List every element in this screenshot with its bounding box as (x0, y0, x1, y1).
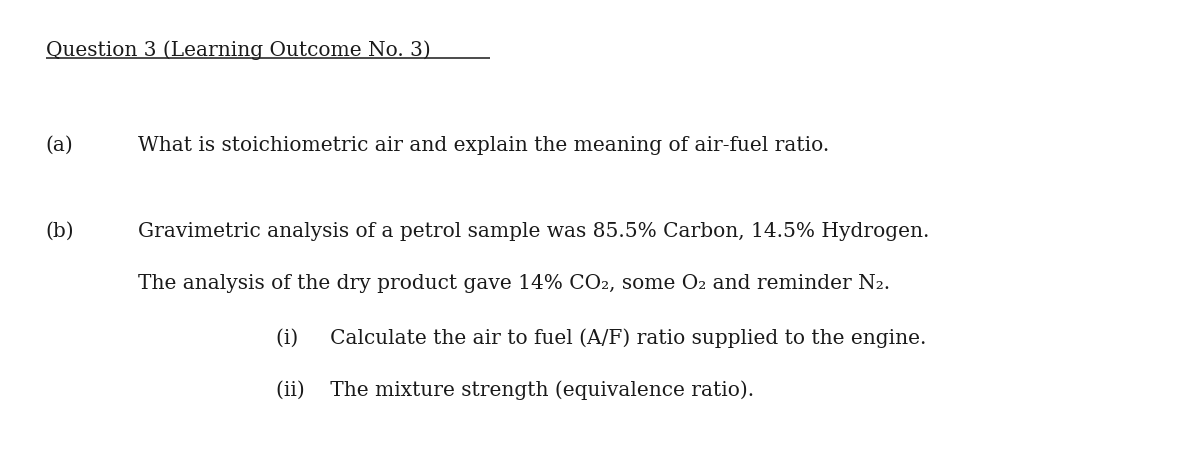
Text: The analysis of the dry product gave 14% CO₂, some O₂ and reminder N₂.: The analysis of the dry product gave 14%… (138, 274, 890, 293)
Text: Gravimetric analysis of a petrol sample was 85.5% Carbon, 14.5% Hydrogen.: Gravimetric analysis of a petrol sample … (138, 222, 929, 241)
Text: (i)     Calculate the air to fuel (A/F) ratio supplied to the engine.: (i) Calculate the air to fuel (A/F) rati… (276, 328, 926, 348)
Text: (ii)    The mixture strength (equivalence ratio).: (ii) The mixture strength (equivalence r… (276, 381, 754, 400)
Text: (a): (a) (46, 136, 73, 155)
Text: (b): (b) (46, 222, 74, 241)
Text: What is stoichiometric air and explain the meaning of air-fuel ratio.: What is stoichiometric air and explain t… (138, 136, 829, 155)
Text: Question 3 (Learning Outcome No. 3): Question 3 (Learning Outcome No. 3) (46, 41, 431, 60)
